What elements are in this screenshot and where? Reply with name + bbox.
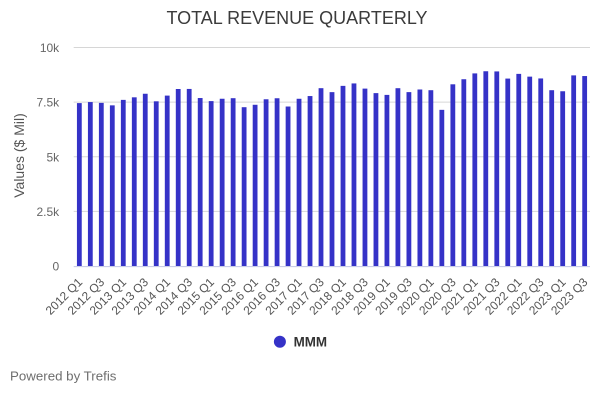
svg-text:MMM: MMM	[294, 335, 327, 350]
svg-text:Powered by Trefis: Powered by Trefis	[10, 369, 117, 384]
svg-text:2.5k: 2.5k	[37, 205, 61, 219]
svg-text:7.5k: 7.5k	[37, 96, 61, 110]
svg-text:TOTAL REVENUE QUARTERLY: TOTAL REVENUE QUARTERLY	[166, 8, 427, 28]
svg-text:10k: 10k	[40, 41, 60, 55]
svg-text:Values ($ Mil): Values ($ Mil)	[11, 113, 27, 198]
svg-text:5k: 5k	[47, 150, 61, 164]
svg-text:0: 0	[53, 260, 60, 274]
